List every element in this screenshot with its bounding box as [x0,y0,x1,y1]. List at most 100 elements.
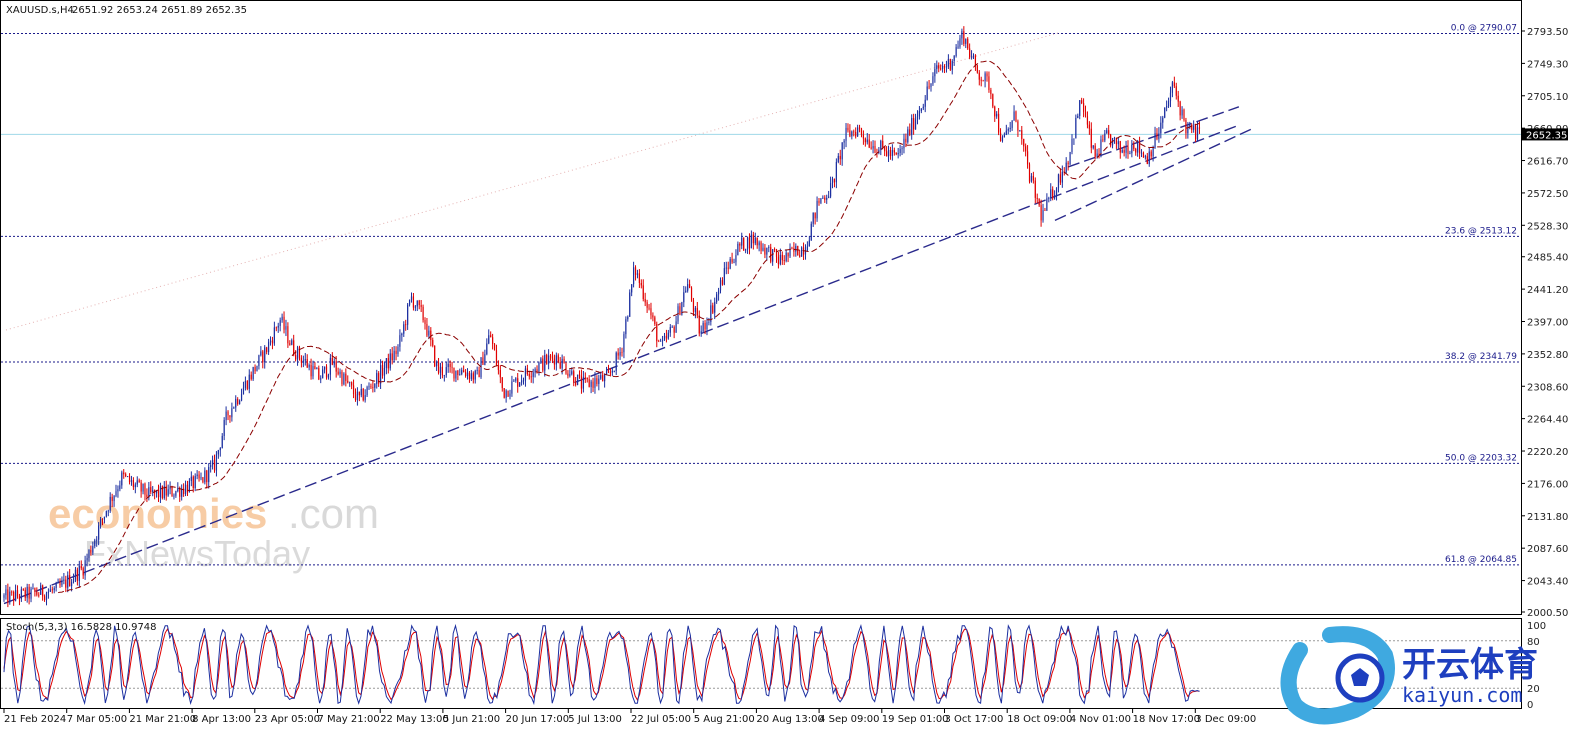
candle-body [7,589,9,603]
candle-body [893,150,895,153]
symbol-label: XAUUSD.s,H4 [6,5,74,16]
candle-body [951,61,953,70]
price-tick-label: 2352.80 [1527,350,1568,361]
candle-body [938,65,940,69]
price-tick-label: 2220.20 [1527,447,1568,458]
candle-body [1023,138,1025,147]
candle-body [1096,153,1098,157]
candle-body [389,353,391,369]
candle-body [152,489,154,493]
candle-body [360,388,362,396]
candle-body [447,363,449,368]
candle-body [706,322,708,330]
candle-body [671,326,673,328]
candle-body [74,569,77,580]
fib-level-label: 23.6 @ 2513.12 [1445,226,1517,236]
candle-body [596,378,598,384]
candle-body [117,489,119,492]
candle-body [1117,141,1119,145]
candle-body [901,148,903,150]
candle-body [625,319,627,335]
candle-body [999,132,1002,141]
candle-body [55,583,57,589]
candle-body [611,370,613,373]
candle-body [312,366,314,377]
candle-body [362,388,364,401]
candle-body [495,350,498,366]
candle-body [53,588,55,591]
candle-body [306,359,308,368]
candle-body [113,495,115,502]
candle-body [1061,171,1063,183]
candle-body [654,317,656,325]
current-price-value: 2652.35 [1526,130,1567,141]
candle-body [530,376,532,378]
candle-body [352,385,355,395]
trendline [1067,106,1240,168]
candle-body [739,243,741,246]
candle-body [1052,189,1054,199]
candle-body [957,46,959,48]
candle-body [1102,139,1104,141]
candle-body [121,472,123,486]
candle-body [748,237,751,249]
candle-body [28,586,30,599]
candle-body [1028,164,1031,182]
time-tick-label: 7 Mar 05:00 [67,714,127,725]
candle-body [329,357,331,375]
candle-body [799,255,801,257]
candle-body [575,382,577,385]
candle-body [94,540,96,547]
candle-body [225,411,227,421]
candle-body [323,366,326,370]
candle-body [835,161,837,183]
candle-body [831,178,834,184]
candle-body [302,360,304,363]
candle-body [96,539,98,541]
trendline [1054,128,1253,222]
candle-body [982,80,984,82]
candle-body [851,131,853,137]
candle-body [155,490,158,494]
candle-body [1073,138,1075,140]
candle-body [366,387,368,396]
candle-body [175,491,177,496]
candle-body [511,381,513,394]
candle-body [913,118,915,130]
candle-body [1167,101,1170,107]
candle-body [144,483,146,495]
stochastic-title: Stoch(5,3,3) 16.5828 10.9748 [6,622,157,633]
candle-body [296,347,299,360]
moving-average [57,60,1200,594]
candle-body [132,480,134,488]
candle-body [109,496,111,511]
candle-body [455,370,457,379]
candle-body [1160,122,1162,134]
candle-body [868,139,870,148]
candle-body [92,546,94,553]
candle-body [580,376,583,389]
candle-body [1140,152,1143,154]
candle-body [391,353,393,361]
candle-body [163,486,165,499]
candle-body [16,590,19,597]
candle-body [1094,145,1096,157]
candle-body [818,200,820,203]
candle-body [13,591,15,601]
candle-body [24,589,26,598]
candle-body [393,350,395,361]
candle-body [974,55,977,66]
candle-body [1106,130,1108,134]
candle-body [801,247,803,257]
stoch-signal-line [3,627,1200,702]
time-tick-label: 7 May 21:00 [318,714,380,725]
candle-body [308,364,310,368]
candle-body [1158,133,1160,139]
price-tick-label: 2176.00 [1527,479,1568,490]
candle-body [47,591,50,594]
candle-body [1137,141,1139,153]
candle-body [32,588,34,589]
candle-body [1142,152,1145,158]
candle-body [379,365,382,384]
